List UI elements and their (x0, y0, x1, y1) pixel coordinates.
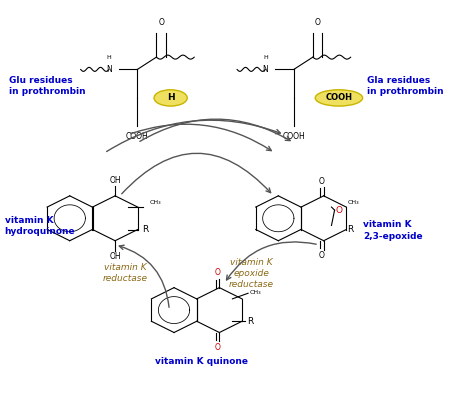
Text: vitamin K
reductase: vitamin K reductase (103, 263, 148, 284)
Text: vitamin K
hydroquinone: vitamin K hydroquinone (5, 216, 75, 237)
Text: R: R (143, 225, 149, 234)
FancyArrowPatch shape (107, 120, 280, 151)
Text: O: O (315, 18, 320, 27)
Text: OH: OH (109, 252, 121, 261)
Text: H: H (263, 55, 268, 60)
Text: O: O (336, 206, 343, 215)
Text: vitamin K
epoxide
reductase: vitamin K epoxide reductase (229, 258, 273, 289)
Text: O: O (319, 177, 325, 186)
Text: CH₃: CH₃ (249, 290, 261, 295)
Text: COOH: COOH (126, 132, 149, 141)
Text: R: R (347, 225, 354, 234)
FancyArrowPatch shape (122, 153, 271, 194)
Text: vitamin K quinone: vitamin K quinone (155, 357, 248, 366)
Text: H: H (107, 55, 111, 60)
Text: COOH: COOH (283, 132, 305, 141)
Text: vitamin K
2,3-epoxide: vitamin K 2,3-epoxide (363, 220, 422, 241)
FancyArrowPatch shape (140, 119, 290, 142)
Text: Gla residues
in prothrombin: Gla residues in prothrombin (367, 75, 444, 96)
Text: R: R (247, 317, 253, 326)
FancyArrowPatch shape (227, 242, 316, 280)
Text: H: H (167, 93, 174, 102)
Text: O: O (158, 18, 164, 27)
Text: O: O (215, 268, 220, 277)
FancyArrowPatch shape (119, 245, 169, 307)
FancyArrowPatch shape (131, 124, 271, 151)
Text: O: O (215, 343, 220, 352)
Text: N: N (106, 65, 112, 74)
Ellipse shape (315, 90, 363, 106)
Text: OH: OH (109, 176, 121, 185)
Ellipse shape (154, 90, 187, 106)
Text: CH₃: CH₃ (150, 200, 161, 206)
Text: Glu residues
in prothrombin: Glu residues in prothrombin (9, 75, 86, 96)
Text: COOH: COOH (326, 93, 352, 102)
Text: N: N (263, 65, 268, 74)
Text: CH₃: CH₃ (347, 200, 359, 205)
Text: O: O (319, 251, 325, 259)
